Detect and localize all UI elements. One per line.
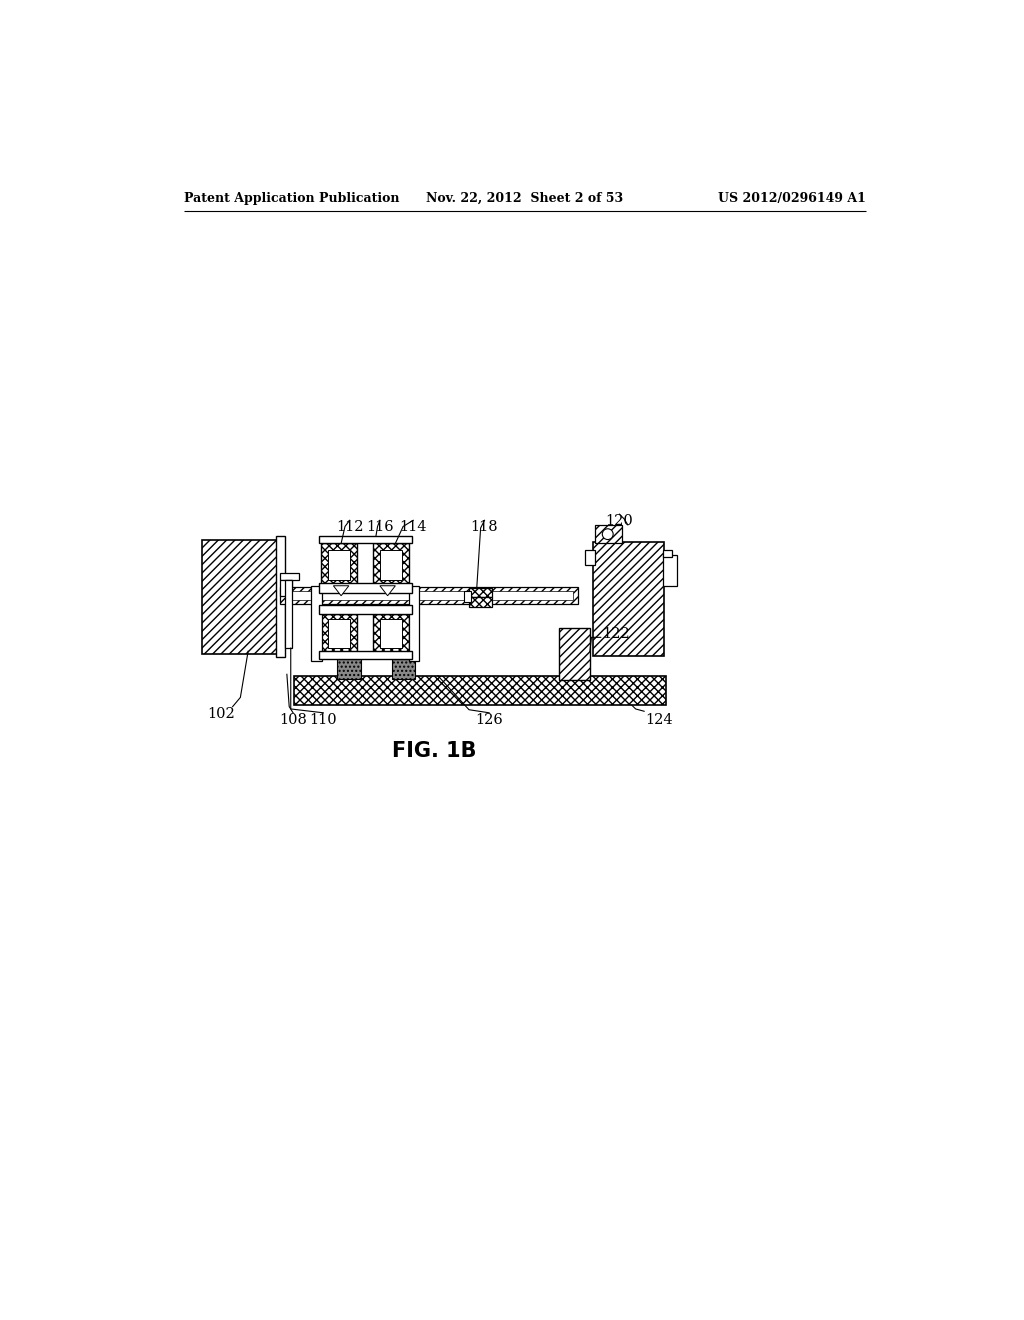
Bar (286, 591, 572, 601)
Text: Patent Application Publication: Patent Application Publication (183, 191, 399, 205)
Bar (318, 536, 412, 544)
Text: 110: 110 (309, 713, 337, 727)
Bar (663, 554, 677, 586)
Polygon shape (380, 586, 395, 595)
Bar (469, 597, 493, 607)
Text: Nov. 22, 2012  Sheet 2 of 53: Nov. 22, 2012 Sheet 2 of 53 (426, 191, 624, 205)
Text: 116: 116 (366, 520, 393, 535)
Bar (294, 676, 666, 705)
Bar (595, 525, 622, 544)
Text: 122: 122 (602, 627, 630, 642)
Bar (318, 605, 412, 614)
Bar (586, 549, 595, 565)
Bar (464, 591, 471, 602)
Text: US 2012/0296149 A1: US 2012/0296149 A1 (718, 191, 866, 205)
Text: FIG. 1B: FIG. 1B (392, 742, 476, 762)
Bar (409, 586, 420, 661)
Text: 118: 118 (471, 520, 499, 535)
Bar (328, 549, 349, 581)
Bar (337, 659, 360, 678)
Bar (373, 614, 409, 653)
Text: 114: 114 (399, 520, 427, 535)
Text: 120: 120 (605, 515, 633, 528)
Bar (593, 543, 665, 656)
Text: 102: 102 (207, 706, 234, 721)
Polygon shape (334, 586, 349, 595)
Text: 112: 112 (336, 520, 364, 535)
Bar (469, 589, 493, 597)
Bar (663, 549, 672, 557)
Bar (318, 651, 412, 659)
Bar (328, 619, 349, 648)
Bar (285, 581, 292, 648)
Text: 108: 108 (280, 713, 307, 727)
Bar (318, 583, 412, 593)
Bar (276, 536, 285, 657)
Bar (380, 619, 401, 648)
Bar (380, 549, 401, 581)
Bar (373, 544, 409, 586)
Bar (202, 540, 278, 653)
Text: 124: 124 (646, 713, 674, 727)
Circle shape (602, 529, 613, 540)
Bar (311, 586, 322, 661)
Bar (280, 581, 292, 595)
Bar (321, 614, 356, 653)
Bar (559, 628, 590, 681)
Bar (391, 659, 415, 678)
Bar (280, 573, 299, 581)
Bar (321, 544, 356, 586)
Bar (280, 587, 579, 605)
Text: 126: 126 (475, 713, 503, 727)
